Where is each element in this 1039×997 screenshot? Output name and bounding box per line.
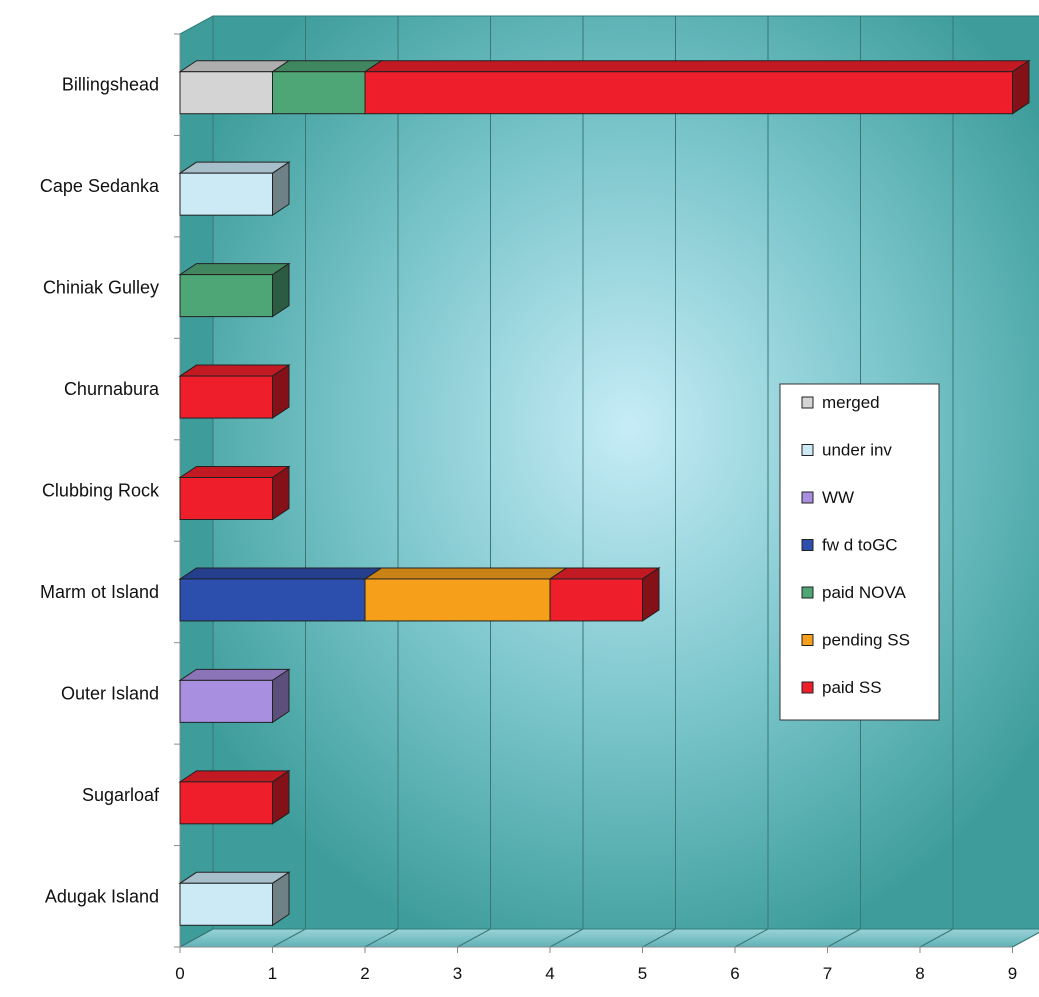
bar-marm-ot-island-paid-ss: [549, 578, 643, 622]
legend-swatch-fw-d-togc: [801, 539, 814, 551]
legend-swatch-pending-ss: [801, 634, 814, 646]
bar-sugarloaf-paid-ss-side: [272, 769, 290, 825]
bar-marm-ot-island-fw-d-togc-top: [178, 567, 384, 580]
category-label-clubbing-rock: Clubbing Rock: [42, 481, 160, 501]
category-label-churnabura: Churnabura: [64, 379, 160, 399]
legend-label-fw-d-togc: fw d toGC: [822, 536, 898, 555]
bar-cape-sedanka-under-inv-side: [272, 161, 290, 217]
bar-chiniak-gulley-paid-nova: [179, 274, 273, 318]
bar-adugak-island-under-inv: [179, 882, 273, 926]
bar-clubbing-rock-paid-ss-side: [272, 465, 290, 521]
x-tick-label: 7: [823, 964, 832, 983]
chart-floor: [179, 928, 1039, 948]
legend-label-merged: merged: [822, 393, 880, 412]
gridline-floor: [457, 928, 491, 948]
legend-label-under-inv: under inv: [822, 441, 892, 460]
x-tick-label: 0: [175, 964, 184, 983]
x-tick-label: 9: [1008, 964, 1017, 983]
x-tick-label: 3: [453, 964, 462, 983]
bar-sugarloaf-paid-ss: [179, 781, 273, 825]
category-label-marm-ot-island: Marm ot Island: [40, 582, 159, 602]
gridline-floor: [642, 928, 676, 948]
bar-outer-island-ww: [179, 679, 273, 723]
x-tick-label: 6: [730, 964, 739, 983]
bar-clubbing-rock-paid-ss: [179, 477, 273, 520]
legend-swatch-ww: [801, 491, 814, 504]
bar-billingshead-paid-ss-top: [363, 60, 1031, 73]
x-tick-label: 8: [915, 964, 924, 983]
bar-billingshead-paid-nova: [272, 71, 366, 115]
bar-cape-sedanka-under-inv-top: [178, 161, 291, 174]
legend-swatch-merged: [801, 396, 814, 409]
bar-outer-island-ww-top: [178, 668, 291, 681]
bar-adugak-island-under-inv-top: [178, 871, 291, 884]
category-label-chiniak-gulley: Chiniak Gulley: [43, 278, 159, 298]
legend-label-ww: WW: [822, 488, 854, 507]
legend-swatch-paid-ss: [801, 681, 814, 694]
legend-swatch-under-inv: [801, 444, 814, 456]
legend-label-pending-ss: pending SS: [822, 631, 910, 650]
bar-adugak-island-under-inv-side: [272, 871, 290, 927]
bar-clubbing-rock-paid-ss-top: [178, 466, 291, 478]
gridline-floor: [734, 928, 769, 948]
x-tick-label: 2: [360, 964, 369, 983]
gridline-floor: [919, 928, 954, 948]
gridline-floor: [364, 928, 399, 948]
bar-churnabura-paid-ss: [179, 375, 273, 419]
bar-outer-island-ww-side: [272, 668, 290, 724]
gridline-floor: [549, 928, 584, 948]
bar-billingshead-paid-ss-side: [1012, 59, 1030, 115]
bar-billingshead-paid-nova-top: [270, 60, 384, 73]
category-label-adugak-island: Adugak Island: [45, 886, 159, 906]
legend-swatch-paid-nova: [801, 586, 814, 599]
x-tick-label: 5: [638, 964, 647, 983]
legend-box: [779, 383, 940, 721]
bar-billingshead-paid-ss: [364, 71, 1013, 115]
legend-label-paid-ss: paid SS: [822, 678, 882, 697]
bar-churnabura-paid-ss-top: [178, 364, 291, 377]
bar-marm-ot-island-pending-ss-top: [363, 567, 569, 580]
plot-area: 0 1 2 3 4 5 6 7 8 9 Billingshead Cape Sedanka Chinia…: [40, 15, 1039, 983]
gridline-floor: [272, 928, 306, 948]
category-label-outer-island: Outer Island: [61, 683, 159, 703]
category-label-billingshead: Billingshead: [62, 75, 159, 95]
bar-chiniak-gulley-paid-nova-side: [272, 262, 290, 318]
bar-marm-ot-island-paid-ss-side: [642, 567, 660, 622]
bar-marm-ot-island-paid-ss-top: [548, 567, 661, 580]
x-tick-label: 1: [268, 964, 277, 983]
gridline-floor: [1012, 931, 1039, 948]
bar-cape-sedanka-under-inv: [179, 172, 273, 216]
gridline-floor: [827, 928, 861, 948]
bar-marm-ot-island-pending-ss: [364, 578, 551, 622]
legend-label-paid-nova: paid NOVA: [822, 583, 906, 602]
gridline-floor: [179, 928, 214, 948]
category-label-cape-sedanka: Cape Sedanka: [40, 176, 160, 196]
x-tick-label: 4: [545, 964, 554, 983]
category-label-sugarloaf: Sugarloaf: [82, 785, 160, 805]
bar-billingshead-merged-top: [178, 60, 291, 73]
bar-churnabura-paid-ss-side: [272, 364, 290, 419]
bar-billingshead-merged: [179, 71, 273, 115]
bar-marm-ot-island-fw-d-togc: [179, 578, 366, 622]
bar-sugarloaf-paid-ss-top: [178, 770, 291, 783]
bar-chiniak-gulley-paid-nova-top: [178, 263, 291, 276]
